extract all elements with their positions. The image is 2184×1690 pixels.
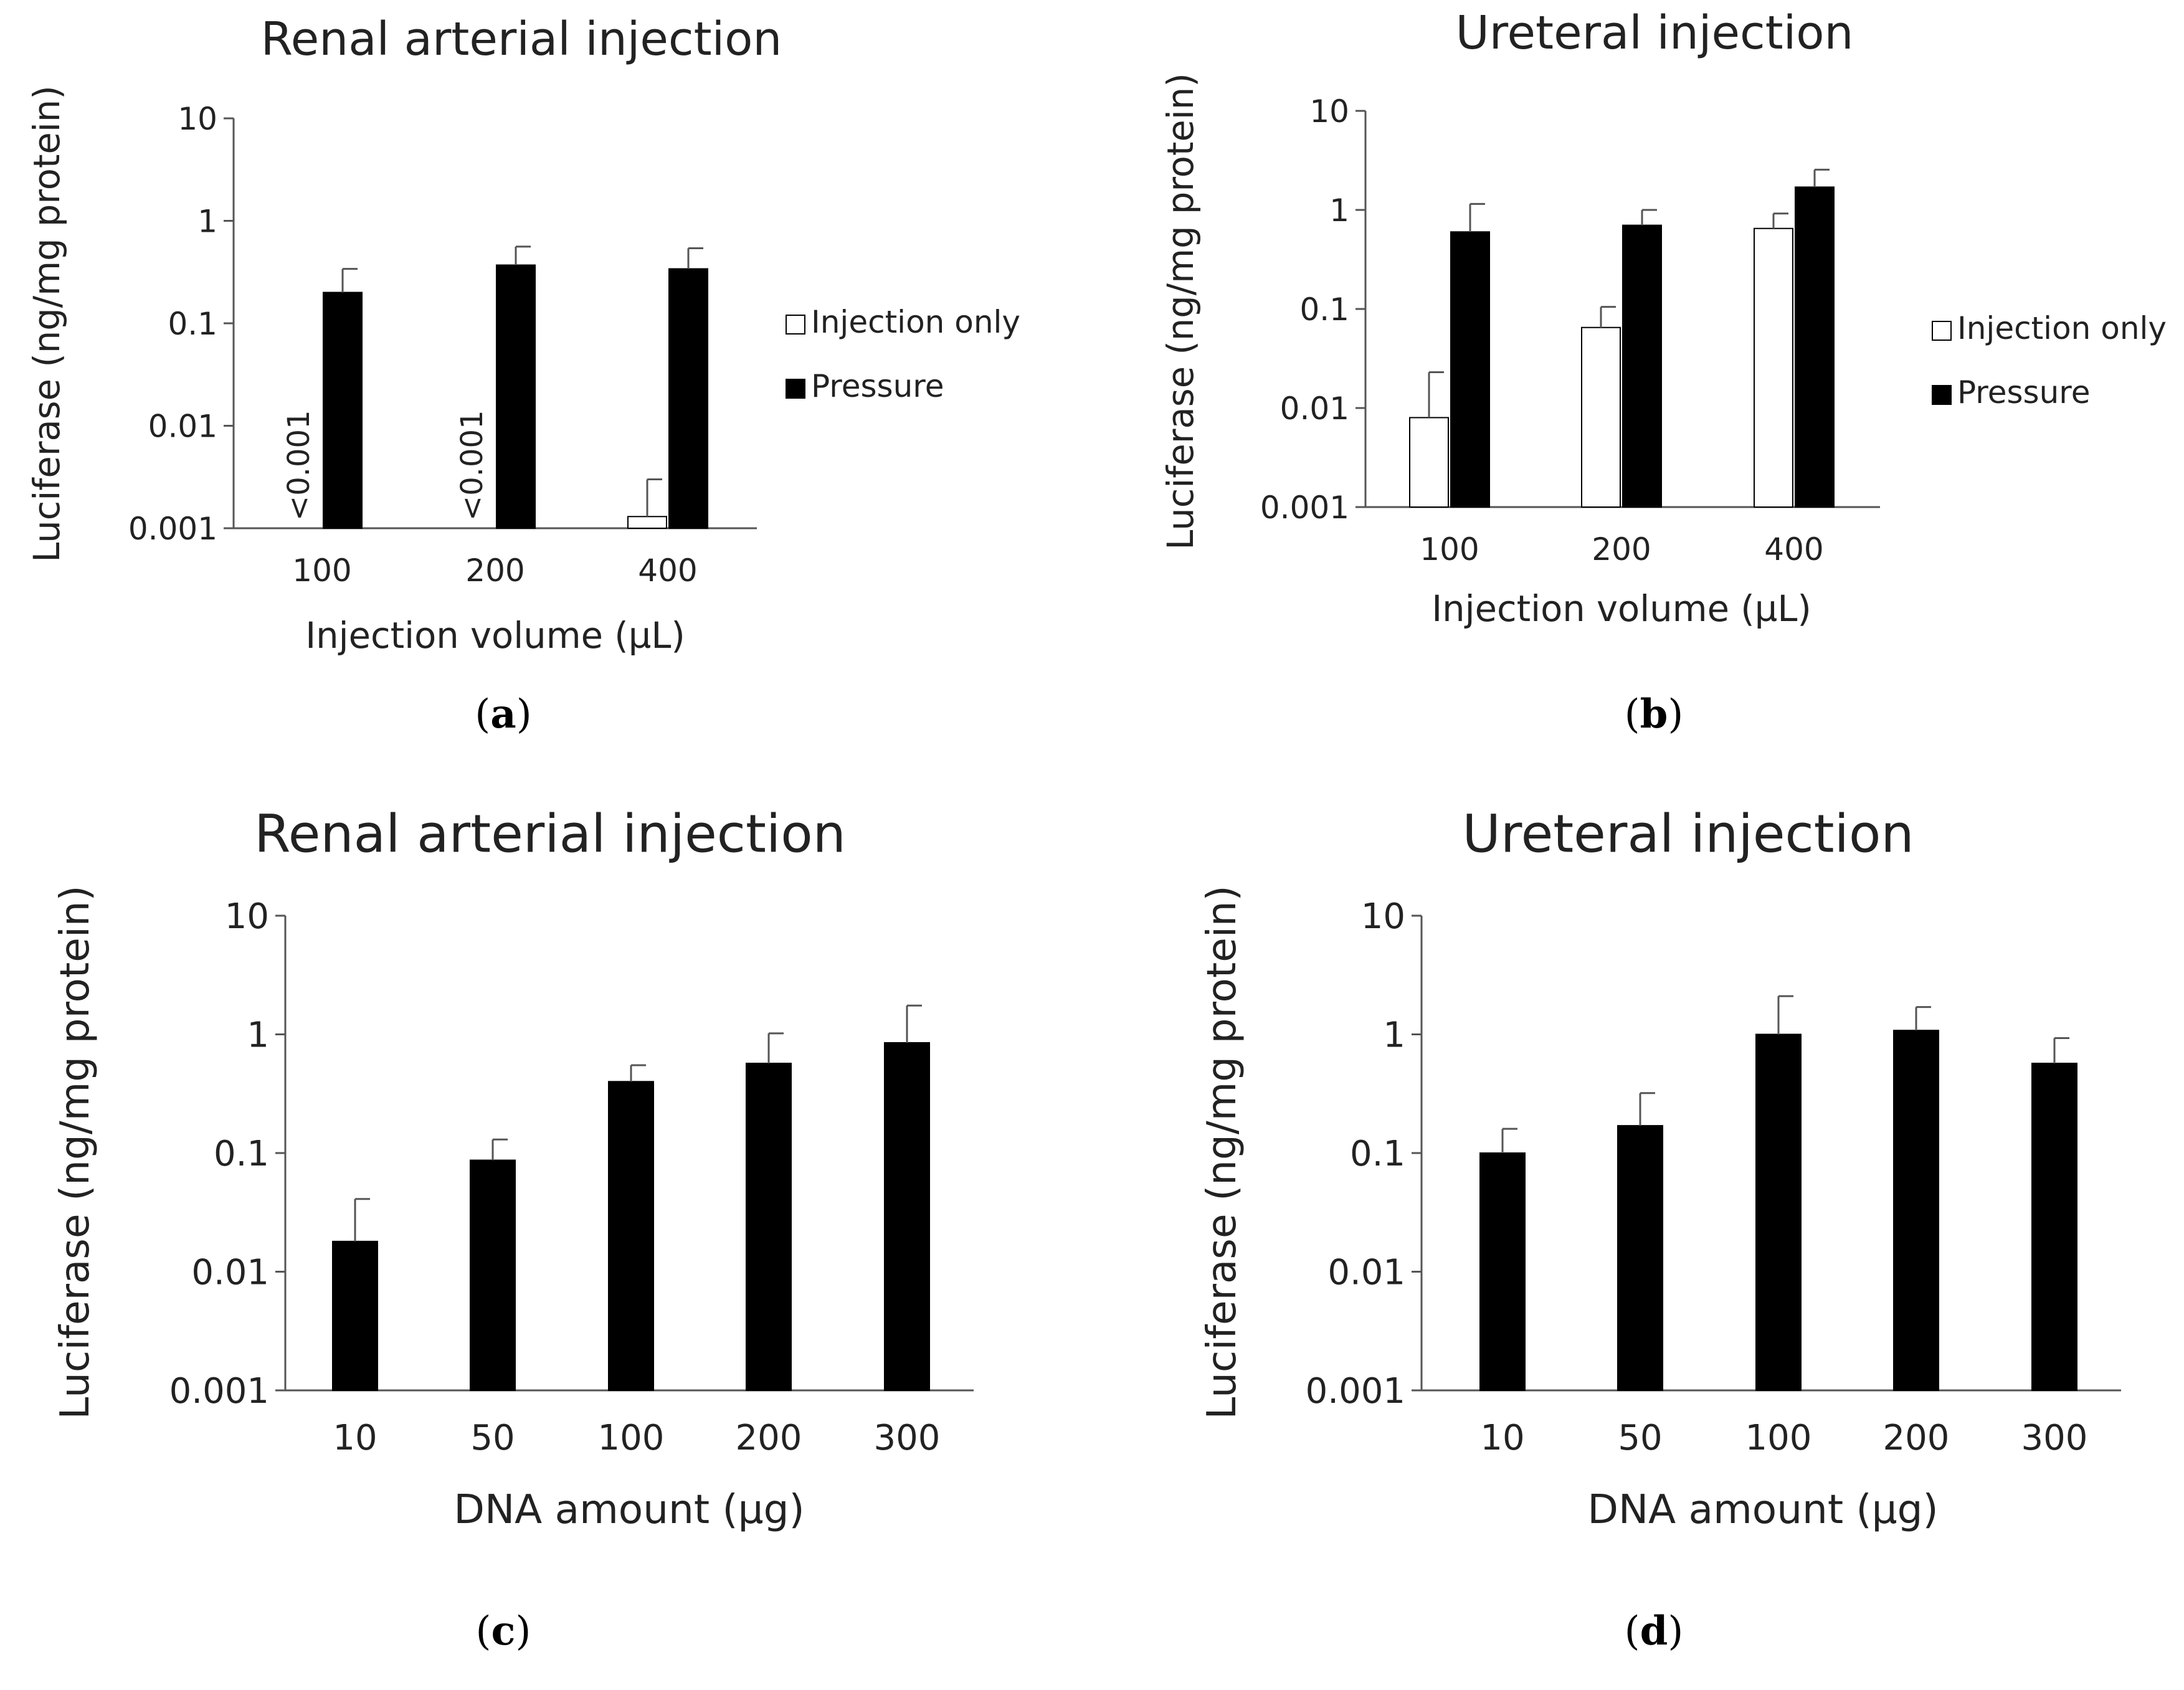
y-tick-label: 0.1 (1350, 1134, 1405, 1174)
bar (1755, 1033, 1802, 1391)
x-tick-label: 100 (598, 1418, 665, 1458)
legend-label: Injection only (811, 304, 1020, 340)
y-tick-label: 0.001 (169, 1371, 269, 1412)
bar (1409, 417, 1449, 508)
bar (470, 1159, 516, 1392)
y-tick-label: 1 (247, 1015, 269, 1056)
y-tick-label: 10 (225, 896, 269, 937)
y-tick-label: 1 (1329, 192, 1349, 229)
bar (668, 268, 708, 529)
chart-title: Renal arterial injection (254, 803, 846, 864)
legend-label: Pressure (811, 368, 944, 404)
y-tick-label: 0.01 (1280, 391, 1349, 427)
panel-label: (c) (476, 1608, 531, 1654)
legend-swatch (786, 315, 805, 335)
panel-b: Ureteral injection 0.001 0.01 0.1 1 10 100 200 4… (1160, 6, 2167, 738)
x-tick-label: 400 (638, 553, 697, 589)
panel-label: (a) (475, 691, 531, 738)
bar (496, 264, 536, 529)
panel-label-close: ) (516, 691, 532, 738)
x-tick-label: 10 (333, 1418, 377, 1458)
y-tick-label: 0.01 (148, 409, 217, 445)
y-tick-label: 0.1 (214, 1134, 269, 1174)
x-tick-label: 200 (465, 553, 525, 589)
bar (1581, 326, 1621, 508)
bar (1617, 1125, 1663, 1391)
x-tick-label: 100 (292, 553, 351, 589)
y-tick-label: 10 (1309, 93, 1349, 130)
x-axis-label: Injection volume (µL) (305, 615, 685, 657)
panel-label-letter: d (1640, 1608, 1668, 1654)
panel-label-close: ) (1668, 691, 1683, 738)
x-tick-label: 100 (1420, 531, 1479, 567)
panel-label: (d) (1625, 1608, 1684, 1654)
bar (884, 1042, 930, 1391)
panel-label-open: ( (475, 691, 490, 738)
x-axis-label: DNA amount (µg) (1587, 1486, 1938, 1533)
chart-title: Ureteral injection (1462, 803, 1914, 864)
panel-label-open: ( (1625, 691, 1640, 738)
x-tick-label: 200 (1592, 531, 1651, 567)
y-tick-label: 0.001 (128, 511, 217, 547)
bar (1754, 227, 1793, 508)
bar (1795, 186, 1835, 508)
legend-label: Pressure (1957, 374, 2091, 411)
bar (1622, 224, 1662, 508)
y-tick-label: 1 (1383, 1015, 1405, 1056)
bar (332, 1240, 378, 1392)
x-tick-label: 50 (470, 1418, 515, 1458)
x-tick-label: 100 (1745, 1418, 1812, 1458)
panel-label: (b) (1625, 691, 1684, 738)
bar (1479, 1152, 1526, 1391)
value-note: <0.001 (455, 410, 490, 521)
y-tick-label: 1 (197, 204, 217, 240)
chart-title: Ureteral injection (1456, 6, 1854, 60)
x-tick-label: 200 (736, 1418, 802, 1458)
y-axis-label: Luciferase (ng/mg protein) (1199, 885, 1245, 1419)
bar (2031, 1063, 2077, 1391)
x-axis-label: DNA amount (µg) (453, 1486, 804, 1533)
bar (627, 516, 667, 529)
x-tick-label: 50 (1618, 1418, 1662, 1458)
panel-label-letter: b (1640, 691, 1668, 738)
bar (1893, 1030, 1939, 1392)
x-tick-label: 400 (1764, 531, 1823, 567)
bar (323, 292, 363, 529)
bar (1450, 231, 1490, 508)
x-tick-label: 200 (1883, 1418, 1950, 1458)
panel-c: Renal arterial injection 0.001 0.01 0.1 1 10 1… (52, 803, 974, 1654)
value-note: <0.001 (282, 410, 316, 521)
x-tick-label: 10 (1480, 1418, 1524, 1458)
y-tick-label: 0.001 (1260, 490, 1349, 526)
y-tick-label: 0.001 (1306, 1371, 1405, 1412)
legend-swatch (786, 379, 805, 399)
chart-title: Renal arterial injection (261, 12, 782, 66)
legend-swatch (1932, 385, 1952, 405)
y-axis-label: Luciferase (ng/mg protein) (1160, 73, 1202, 550)
legend-label: Injection only (1957, 310, 2167, 346)
panel-a: Renal arterial injection 0.001 0.01 0.1 1 10 1… (26, 12, 1020, 738)
y-tick-label: 10 (1361, 896, 1405, 937)
y-tick-label: 0.01 (1327, 1253, 1405, 1293)
y-tick-label: 0.1 (168, 306, 217, 342)
bar (608, 1081, 654, 1392)
legend-swatch (1932, 321, 1952, 341)
y-tick-label: 0.01 (191, 1253, 269, 1293)
y-axis-label: Luciferase (ng/mg protein) (52, 885, 98, 1419)
x-axis-label: Injection volume (µL) (1431, 588, 1811, 630)
y-axis-label: Luciferase (ng/mg protein) (26, 85, 68, 563)
panel-d: Ureteral injection 0.001 0.01 0.1 1 10 10 50 100… (1199, 803, 2121, 1654)
y-tick-label: 0.1 (1299, 292, 1349, 328)
panel-label-close: ) (515, 1608, 531, 1654)
panel-label-open: ( (1625, 1608, 1640, 1654)
panel-label-close: ) (1668, 1608, 1683, 1654)
x-tick-label: 300 (2021, 1418, 2088, 1458)
panel-label-letter: a (490, 691, 516, 738)
x-tick-label: 300 (874, 1418, 941, 1458)
y-tick-label: 10 (178, 101, 217, 137)
bar (746, 1063, 792, 1391)
panel-label-open: ( (476, 1608, 491, 1654)
panel-label-letter: c (491, 1608, 516, 1654)
